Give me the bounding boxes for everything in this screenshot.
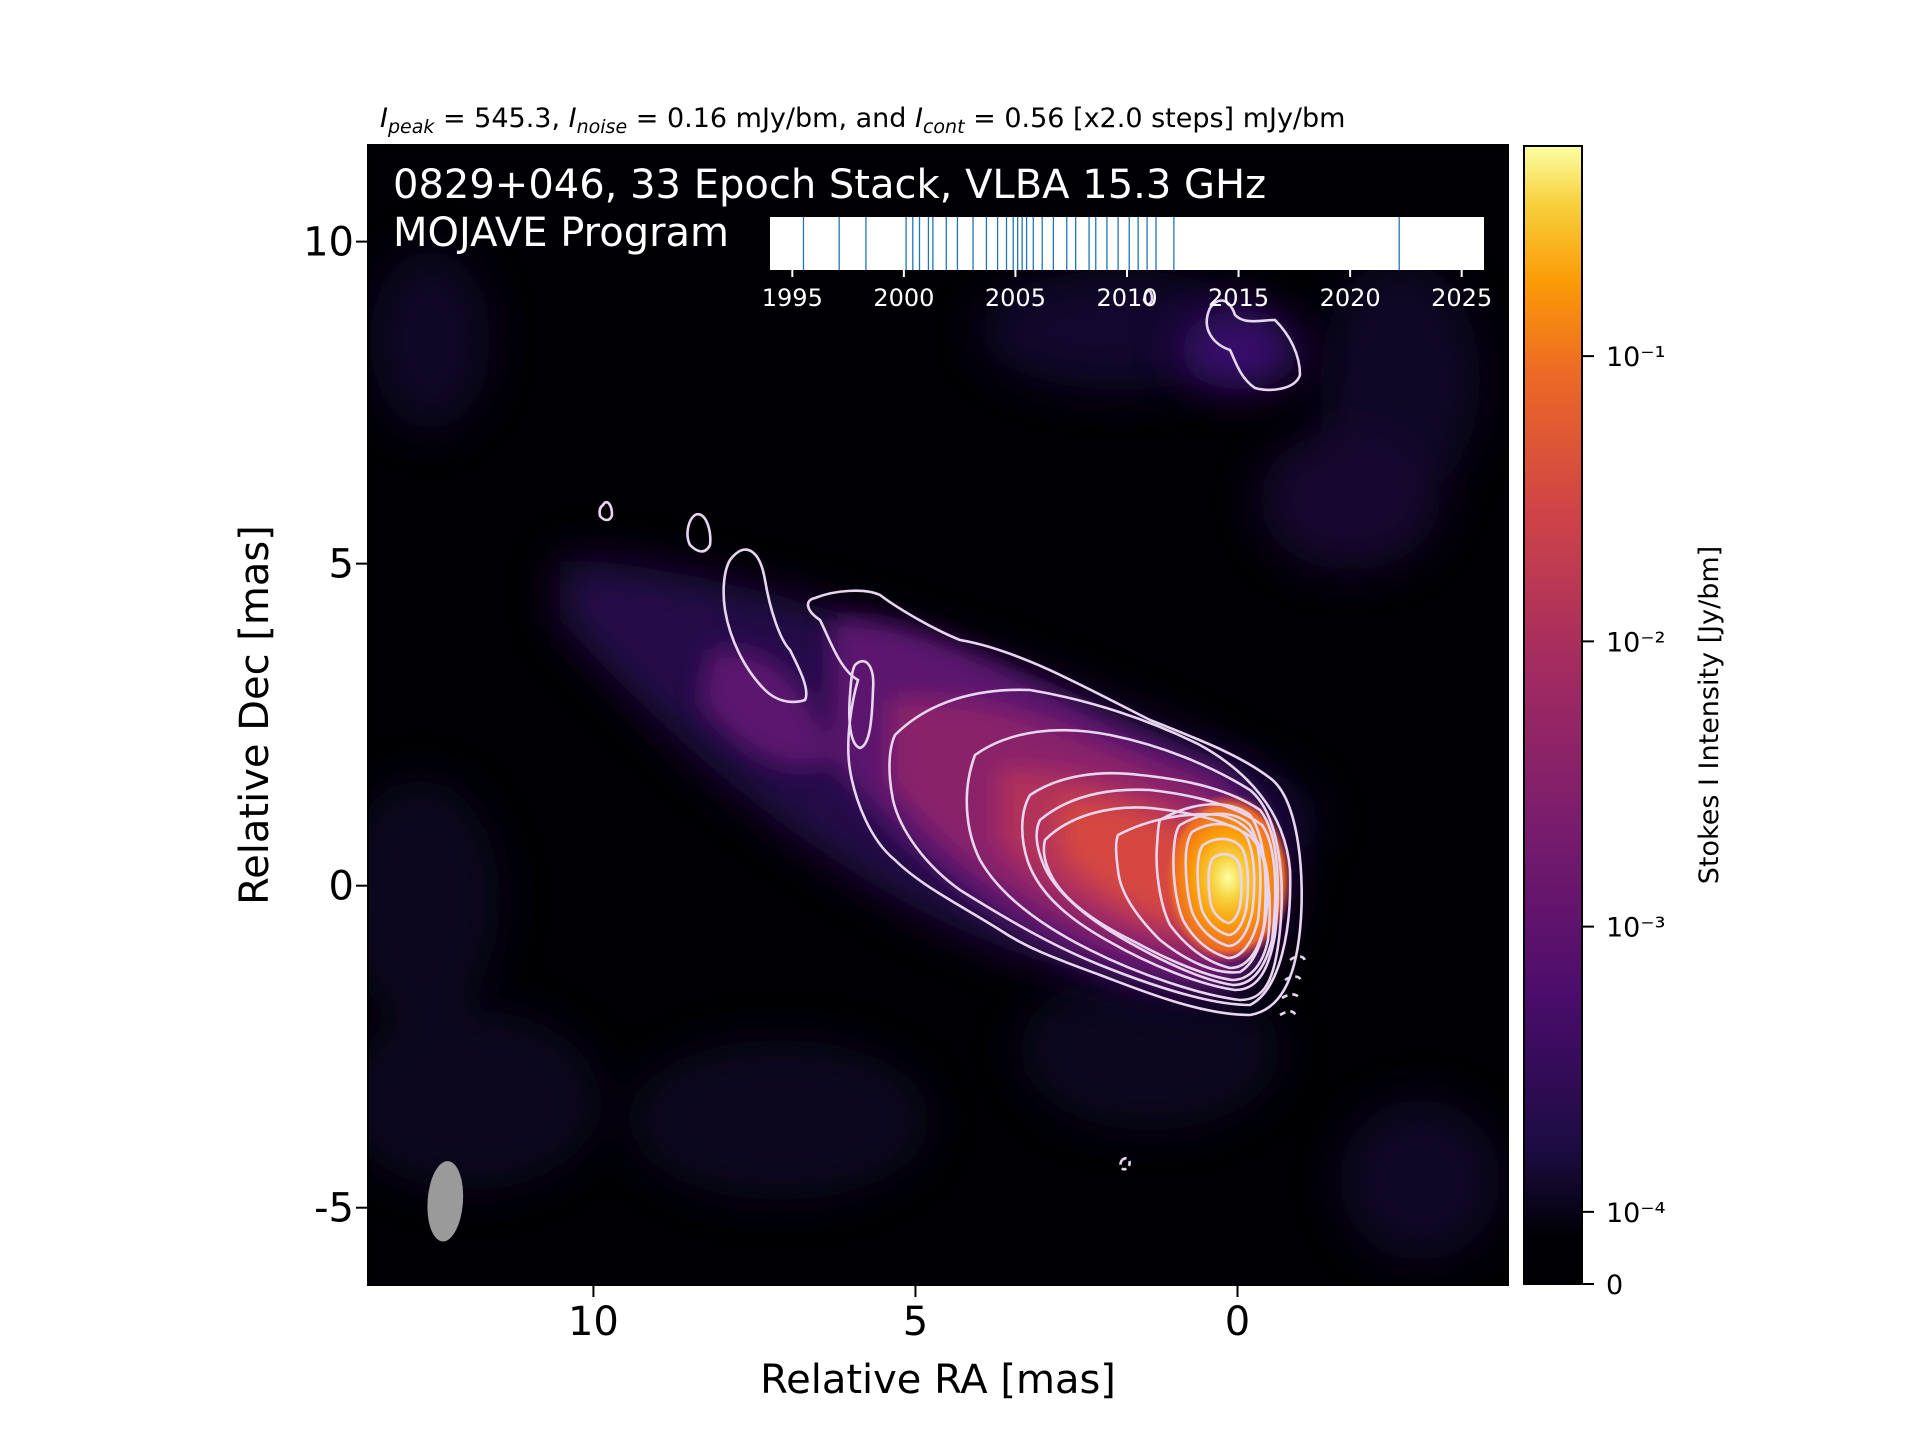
colorbar: 10⁻¹ 10⁻² 10⁻³ 10⁻⁴ 0 Stokes I Intensity [Jy… — [1523, 145, 1725, 1301]
epoch-tick-label: 2000 — [873, 284, 934, 312]
plot-frame — [367, 144, 1509, 1286]
contour-island-3 — [686, 512, 712, 553]
contour-negative-1 — [1279, 955, 1307, 1018]
epoch-ticks: 1995 2000 2005 2010 2015 2020 2025 — [762, 270, 1492, 312]
x-tick-label: 0 — [1225, 1299, 1250, 1345]
chart-title: 0829+046, 33 Epoch Stack, VLBA 15.3 GHz — [393, 162, 1266, 208]
colorbar-gradient — [1523, 145, 1583, 1285]
x-axis-label: Relative RA [mas] — [760, 1357, 1116, 1403]
header-stats: Ipeak = 545.3, Inoise = 0.16 mJy/bm, and… — [380, 103, 1345, 138]
contours — [598, 289, 1307, 1171]
contour-negative-2 — [1119, 1157, 1131, 1171]
y-axis-label: Relative Dec [mas] — [232, 525, 278, 905]
contour-level-6 — [1042, 806, 1271, 982]
contour-level-4 — [1020, 771, 1280, 992]
epoch-tick-label: 2020 — [1320, 284, 1381, 312]
colorbar-tick-label: 10⁻³ — [1606, 913, 1665, 944]
epoch-tick-label: 2025 — [1431, 284, 1492, 312]
peak-value: 545.3 — [474, 103, 551, 134]
y-tick-label: 5 — [329, 542, 354, 588]
contour-level-9 — [1172, 812, 1262, 960]
contour-level-12 — [1207, 852, 1243, 925]
epoch-timeline-background — [770, 217, 1484, 270]
epoch-tick-label: 1995 — [762, 284, 823, 312]
contour-level-1 — [806, 589, 1303, 1017]
contour-island-1 — [722, 548, 808, 704]
colorbar-label: Stokes I Intensity [Jy/bm] — [1694, 546, 1725, 884]
contour-island-5 — [1205, 299, 1302, 392]
contour-level-3 — [965, 728, 1283, 1002]
colorbar-tick-label: 10⁻¹ — [1606, 342, 1665, 373]
epoch-timeline: 1995 2000 2005 2010 2015 2020 2025 — [762, 217, 1492, 312]
y-tick-label: 10 — [303, 220, 354, 266]
epoch-tick-label: 2010 — [1096, 284, 1157, 312]
contour-level-2 — [888, 688, 1292, 1007]
colorbar-tick-label: 0 — [1606, 1270, 1623, 1301]
x-tick-label: 10 — [568, 1299, 619, 1345]
y-axis-ticks: 10 5 0 -5 — [303, 220, 368, 1232]
contour-island-2 — [848, 659, 875, 750]
cont-value: 0.56 — [1004, 103, 1064, 134]
contour-island-6 — [1142, 289, 1154, 306]
x-axis-ticks: 10 5 0 — [568, 1285, 1250, 1345]
beam-ellipse — [427, 1161, 464, 1242]
epoch-tick-label: 2005 — [985, 284, 1046, 312]
emission-image — [368, 250, 1500, 1260]
contour-level-10 — [1184, 822, 1256, 948]
noise-value: 0.16 — [667, 103, 727, 134]
epoch-tick-label: 2015 — [1208, 284, 1269, 312]
contour-level-11 — [1196, 837, 1250, 937]
colorbar-tick-label: 10⁻² — [1606, 627, 1665, 658]
y-tick-label: 0 — [329, 864, 354, 910]
colorbar-ticks: 10⁻¹ 10⁻² 10⁻³ 10⁻⁴ 0 — [1582, 342, 1665, 1301]
epoch-lines — [802, 217, 1400, 270]
y-tick-label: -5 — [314, 1186, 354, 1232]
colorbar-tick-label: 10⁻⁴ — [1606, 1198, 1665, 1229]
x-tick-label: 5 — [903, 1299, 928, 1345]
contour-level-8 — [1155, 803, 1267, 970]
chart-subtitle: MOJAVE Program — [393, 210, 729, 256]
contour-island-4 — [598, 500, 614, 522]
